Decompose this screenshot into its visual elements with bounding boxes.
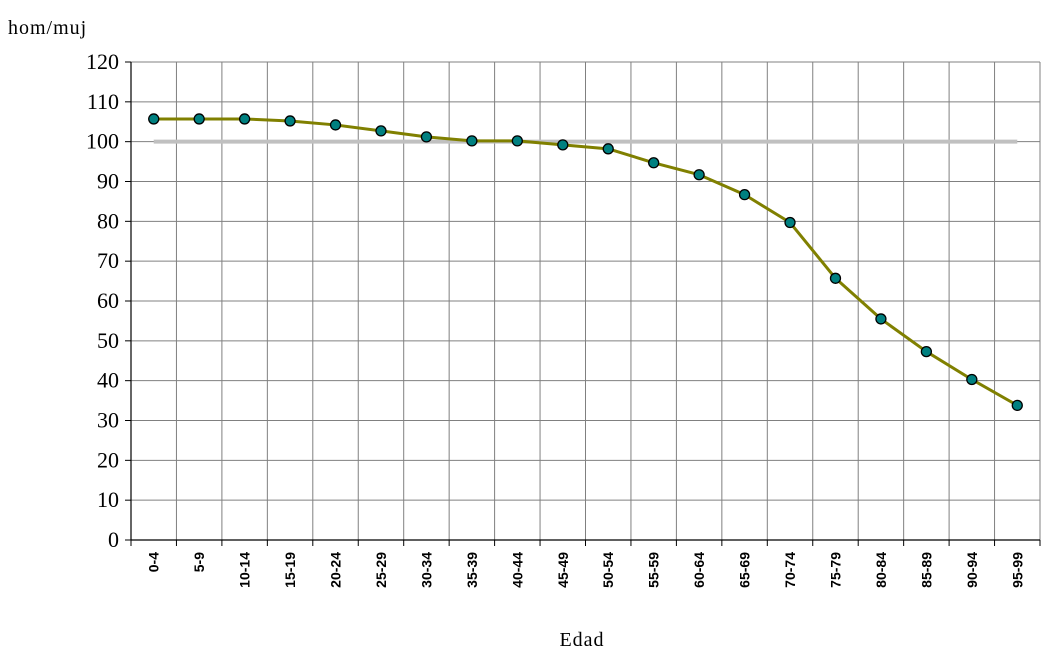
data-point-80-84: [875, 313, 887, 325]
y-tick-label: 70: [97, 248, 119, 273]
x-tick-label: 80-84: [873, 552, 889, 588]
y-tick-label: 40: [97, 368, 119, 393]
data-point-40-44: [511, 135, 523, 147]
x-tick-label: 15-19: [282, 552, 298, 588]
x-tick-label: 50-54: [600, 552, 616, 588]
data-point-95-99: [1011, 399, 1023, 412]
y-tick-label: 120: [86, 49, 119, 74]
x-tick-label: 25-29: [373, 552, 389, 588]
data-point-60-64: [693, 169, 705, 181]
data-point-10-14: [238, 113, 251, 125]
x-tick-label: 5-9: [191, 552, 207, 572]
y-tick-label: 100: [86, 129, 119, 154]
axes: [125, 61, 1041, 546]
x-tick-label: 45-49: [555, 552, 571, 588]
y-tick-label: 50: [97, 328, 119, 353]
data-point-90-94: [966, 373, 978, 386]
y-tick-label: 0: [108, 527, 119, 552]
data-point-65-69: [738, 188, 751, 201]
x-tick-label: 40-44: [509, 552, 525, 588]
data-point-30-34: [420, 131, 433, 143]
x-tick-label: 65-69: [737, 552, 753, 588]
data-point-20-24: [329, 119, 342, 131]
data-point-45-49: [557, 139, 569, 151]
y-tick-label: 30: [97, 408, 119, 433]
data-point-55-59: [648, 157, 660, 169]
x-tick-label: 85-89: [918, 552, 934, 588]
x-tick-label: 60-64: [691, 552, 707, 588]
data-point-70-74: [784, 216, 796, 229]
data-point-75-79: [829, 272, 842, 284]
gridlines: [131, 61, 1041, 540]
data-point-5-9: [193, 113, 205, 125]
x-tick-label: 30-34: [418, 552, 434, 588]
x-tick-label: 55-59: [646, 552, 662, 588]
y-tick-labels: 0 10 20 30 40 50 60 70 80 90 100 110 120: [86, 49, 119, 552]
data-point-50-54: [602, 143, 614, 155]
y-tick-label: 90: [97, 169, 119, 194]
x-tick-label: 70-74: [782, 552, 798, 588]
series-line: [153, 117, 1019, 407]
y-tick-label: 80: [97, 208, 119, 233]
data-point-0-4: [148, 113, 160, 125]
x-tick-label: 75-79: [827, 552, 843, 588]
data-point-25-29: [375, 125, 387, 137]
y-tick-label: 10: [97, 487, 119, 512]
x-tick-labels: 0-4 5-9 10-14 15-19 20-24 25-29 30-34 35-39 40-4…: [146, 552, 1026, 588]
data-point-85-89: [920, 345, 933, 358]
x-axis-label: Edad: [559, 629, 604, 651]
y-axis-label: hom/muj: [8, 17, 87, 39]
x-tick-label: 90-94: [964, 552, 980, 588]
data-point-15-19: [284, 115, 296, 127]
y-tick-label: 20: [97, 447, 119, 472]
y-tick-label: 110: [87, 89, 119, 114]
series-layer: [148, 113, 1023, 412]
x-tick-label: 20-24: [328, 552, 344, 588]
x-tick-label: 10-14: [237, 552, 253, 588]
x-tick-label: 95-99: [1009, 552, 1025, 588]
x-tick-label: 0-4: [146, 552, 162, 572]
x-tick-label: 35-39: [464, 552, 480, 588]
y-tick-label: 60: [97, 288, 119, 313]
data-point-35-39: [466, 135, 478, 147]
